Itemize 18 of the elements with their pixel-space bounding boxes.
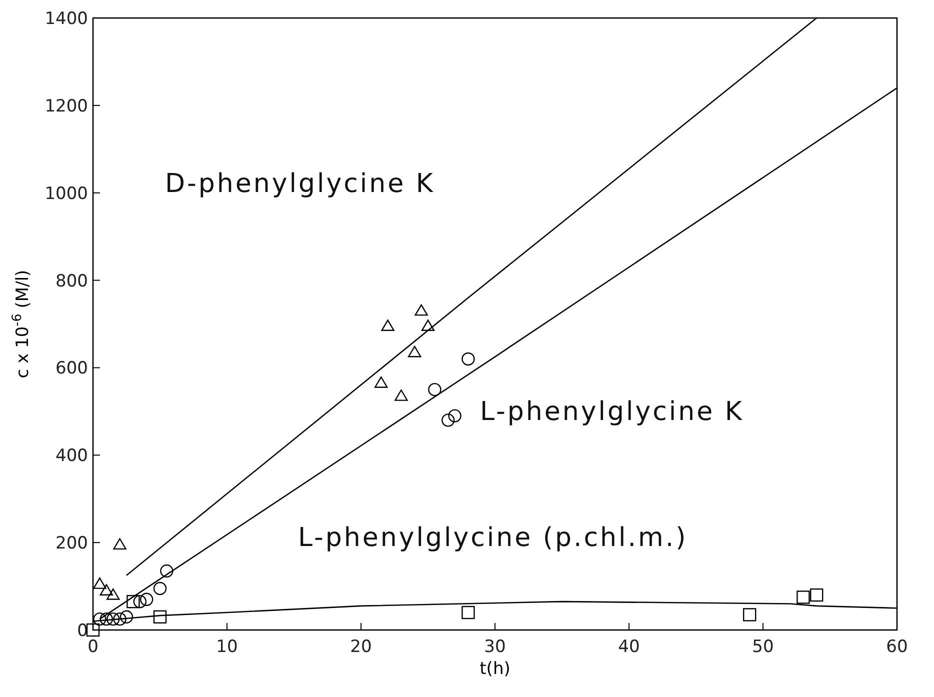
y-tick-label: 0 (77, 621, 88, 641)
annotation: L-phenylglycine K (480, 397, 744, 427)
x-tick-label: 20 (350, 637, 372, 657)
y-tick-label: 200 (56, 534, 88, 554)
y-tick-label: 800 (56, 271, 88, 292)
x-tick-label: 40 (618, 637, 640, 657)
y-tick-label: 1000 (44, 184, 88, 204)
x-tick-label: 10 (216, 637, 238, 657)
x-tick-label: 50 (752, 637, 774, 657)
annotation: D-phenylglycine K (165, 169, 435, 199)
y-tick-label: 1200 (44, 96, 88, 116)
x-axis-title: t(h) (480, 659, 510, 679)
y-tick-label: 400 (56, 446, 88, 466)
y-tick-label: 1400 (44, 9, 88, 29)
x-tick-label: 60 (886, 637, 908, 657)
y-tick-label: 600 (56, 358, 88, 379)
annotation: L-phenylglycine (p.chl.m.) (298, 523, 688, 553)
x-tick-label: 30 (484, 637, 506, 657)
